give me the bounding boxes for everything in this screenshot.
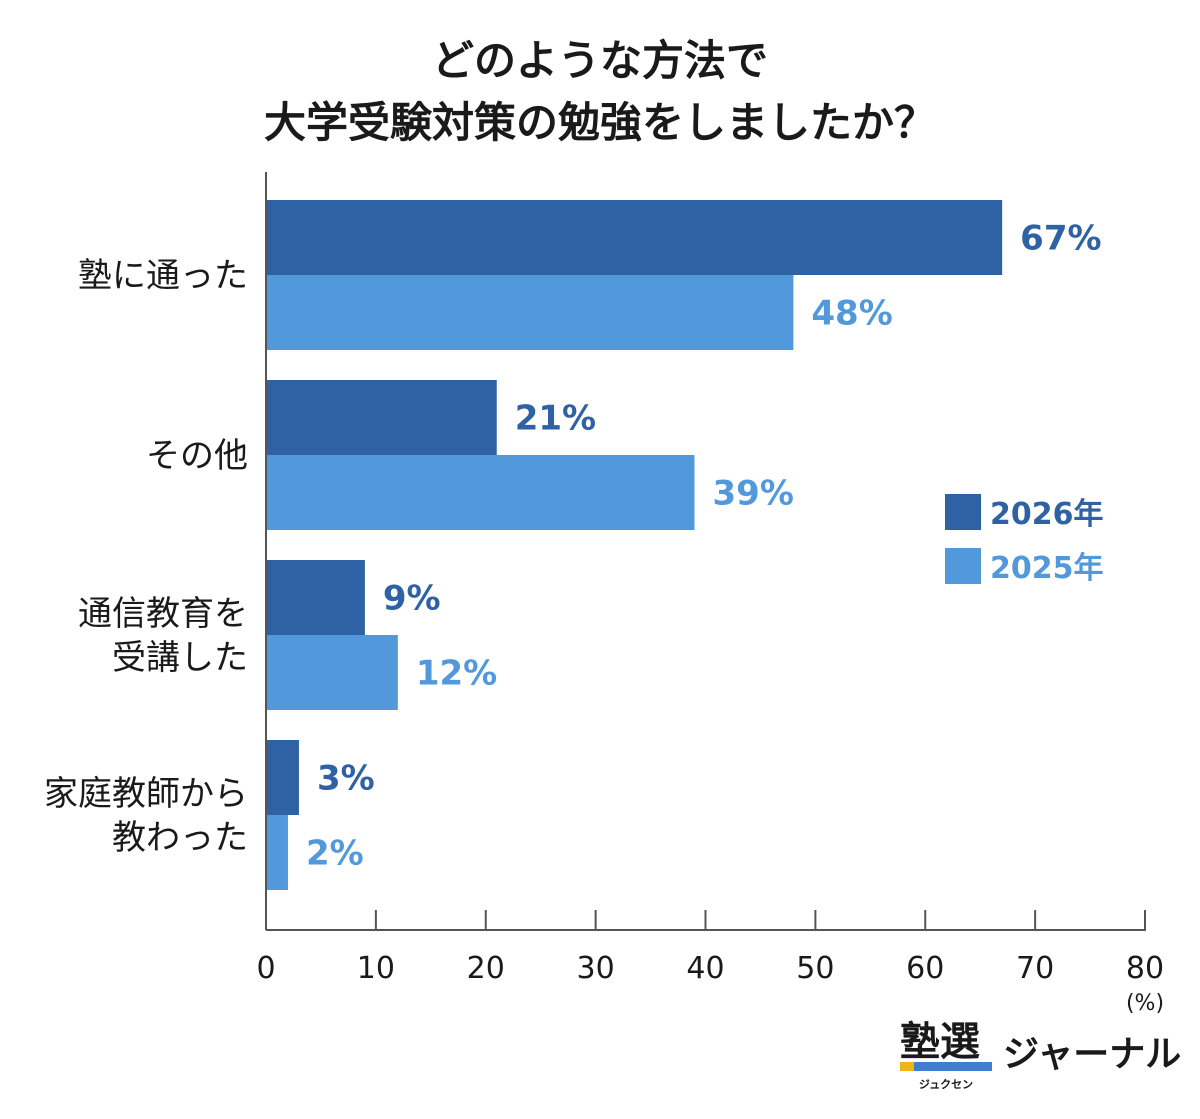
category-label: 教わった xyxy=(112,818,248,858)
bar-value-label: 48% xyxy=(811,294,892,334)
x-tick-label: 0 xyxy=(256,951,275,986)
brand-name: ジャーナル xyxy=(1003,1034,1181,1075)
bar-series-2 xyxy=(266,455,695,530)
bar-series-1 xyxy=(266,740,299,815)
chart-title-line: 大学受験対策の勉強をしましたか？ xyxy=(264,98,936,147)
bar-value-label: 9% xyxy=(383,579,441,619)
category-label: 受講した xyxy=(112,638,248,678)
bar-value-label: 12% xyxy=(416,654,497,694)
bar-series-2 xyxy=(266,635,398,710)
bar-value-label: 2% xyxy=(306,834,364,874)
x-tick-label: 50 xyxy=(796,951,834,986)
logo-underline xyxy=(900,1062,992,1071)
bar-value-label: 3% xyxy=(317,759,375,799)
logo-pencil-tip xyxy=(900,1062,914,1071)
x-axis: 0 10 20 30 40 50 60 70 80 (%) xyxy=(256,172,1164,1016)
bar-value-label: 67% xyxy=(1020,219,1101,259)
legend-swatch xyxy=(945,494,981,530)
x-tick-label: 30 xyxy=(577,951,615,986)
logo-kana: ジュクセン xyxy=(919,1078,973,1091)
x-tick-label: 60 xyxy=(906,951,944,986)
bar-value-label: 39% xyxy=(713,474,794,514)
bar-series-1 xyxy=(266,380,497,455)
bar-series-1 xyxy=(266,200,1003,275)
bars: 67% 48% 21% 39% 9% 12% 3% 2% xyxy=(266,200,1102,890)
x-tick-label: 70 xyxy=(1016,951,1054,986)
category-label: 通信教育を xyxy=(78,594,248,634)
x-tick-label: 80 xyxy=(1126,951,1164,986)
category-label: その他 xyxy=(146,436,248,476)
x-axis-unit: (%) xyxy=(1126,991,1164,1016)
x-tick-label: 10 xyxy=(357,951,395,986)
legend-label: 2025年 xyxy=(990,551,1104,586)
bar-series-2 xyxy=(266,275,794,350)
bar-value-label: 21% xyxy=(515,399,596,439)
logo-kanji: 塾選 xyxy=(900,1019,980,1065)
bar-series-2 xyxy=(266,815,288,890)
legend: 2026年 2025年 xyxy=(945,494,1104,586)
category-label: 塾に通った xyxy=(78,256,248,296)
chart-title-line: どのような方法で xyxy=(432,36,768,85)
legend-label: 2026年 xyxy=(990,497,1104,532)
x-tick-label: 40 xyxy=(686,951,724,986)
legend-swatch xyxy=(945,548,981,584)
category-label: 家庭教師から xyxy=(44,774,248,814)
bar-series-1 xyxy=(266,560,365,635)
x-tick-label: 20 xyxy=(467,951,505,986)
